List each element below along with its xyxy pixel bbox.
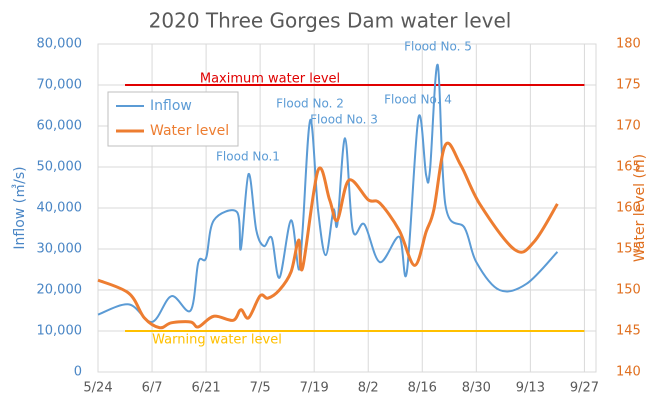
annotation: Flood No. 4 xyxy=(384,93,452,107)
reference-label: Maximum water level xyxy=(200,72,340,87)
x-tick-label: 5/24 xyxy=(83,381,112,396)
y-tick-label: 60,000 xyxy=(37,119,83,134)
x-tick-label: 6/21 xyxy=(191,381,220,396)
y-tick-label: 30,000 xyxy=(37,242,83,257)
x-tick-label: 8/30 xyxy=(462,381,491,396)
y2-tick-label: 155 xyxy=(616,242,641,257)
y2-tick-label: 160 xyxy=(616,201,641,216)
y-tick-label: 70,000 xyxy=(37,78,83,93)
legend-label: Inflow xyxy=(150,98,192,114)
reference-label: Warning water level xyxy=(152,333,282,348)
y-tick-label: 40,000 xyxy=(37,201,83,216)
x-tick-label: 8/2 xyxy=(358,381,379,396)
y2-tick-label: 175 xyxy=(616,78,641,93)
x-tick-label: 8/16 xyxy=(408,381,437,396)
y-tick-label: 0 xyxy=(74,365,82,380)
x-tick-label: 9/13 xyxy=(516,381,545,396)
y-tick-label: 50,000 xyxy=(37,160,83,175)
x-tick-label: 7/19 xyxy=(300,381,329,396)
y2-tick-label: 150 xyxy=(616,283,641,298)
y-axis-label: Inflow (㎥/s) xyxy=(12,166,28,249)
annotation: Flood No.1 xyxy=(216,150,280,164)
chart-title: 2020 Three Gorges Dam water level xyxy=(149,9,512,33)
y-tick-label: 80,000 xyxy=(37,37,83,52)
legend-box xyxy=(107,91,239,147)
annotation: Flood No. 5 xyxy=(404,40,472,54)
y2-tick-label: 145 xyxy=(616,324,641,339)
x-tick-label: 6/7 xyxy=(142,381,163,396)
y2-tick-label: 180 xyxy=(616,37,641,52)
y2-axis-label: Water level (m) xyxy=(632,154,648,262)
x-tick-label: 7/5 xyxy=(250,381,271,396)
y2-tick-label: 170 xyxy=(616,119,641,134)
plot-frame xyxy=(97,43,597,373)
annotation: Flood No. 3 xyxy=(310,113,378,127)
y2-tick-label: 140 xyxy=(616,365,641,380)
x-tick-label: 9/27 xyxy=(570,381,599,396)
series-line xyxy=(97,63,559,323)
y-tick-label: 10,000 xyxy=(37,324,83,339)
annotation: Flood No. 2 xyxy=(276,97,344,111)
y-tick-label: 20,000 xyxy=(37,283,83,298)
legend-label: Water level xyxy=(150,123,229,139)
series-line xyxy=(97,141,559,330)
y2-tick-label: 165 xyxy=(616,160,641,175)
